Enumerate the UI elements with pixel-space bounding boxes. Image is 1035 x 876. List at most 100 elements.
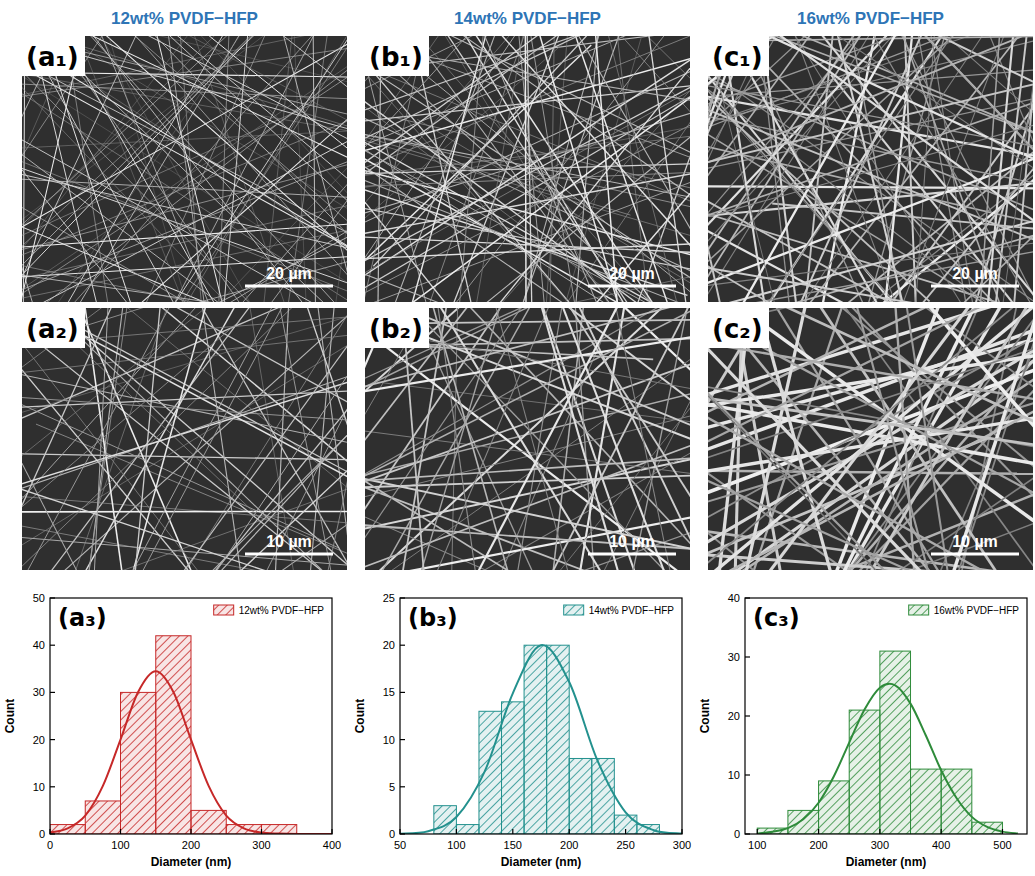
fiber xyxy=(708,36,1033,302)
x-tick xyxy=(569,829,570,834)
panel-label: (c₁) xyxy=(712,42,763,72)
fiber xyxy=(752,36,1033,234)
fiber xyxy=(469,36,624,302)
fiber xyxy=(708,36,828,302)
fiber xyxy=(22,308,347,560)
x-tick xyxy=(49,829,50,834)
x-tick-label: 250 xyxy=(616,839,634,851)
fiber xyxy=(365,36,690,302)
fiber xyxy=(365,52,690,302)
fiber xyxy=(22,36,347,201)
x-tick-label: 300 xyxy=(673,839,691,851)
fiber xyxy=(365,36,690,302)
y-tick xyxy=(400,645,405,646)
panel-label: (b₁) xyxy=(369,42,423,72)
fiber xyxy=(365,62,690,302)
fiber xyxy=(872,308,958,570)
y-tick xyxy=(400,692,405,693)
fiber xyxy=(708,36,855,302)
fiber xyxy=(365,308,690,444)
bar xyxy=(456,825,479,834)
fit-line xyxy=(757,684,1018,834)
fiber xyxy=(269,308,305,570)
fiber xyxy=(365,36,690,295)
x-axis-title: Diameter (nm) xyxy=(151,855,232,869)
legend-swatch xyxy=(909,605,929,615)
fiber xyxy=(22,314,347,461)
fiber xyxy=(479,308,690,570)
scale-bar xyxy=(588,553,676,556)
fiber xyxy=(443,308,669,570)
histogram: 501001502002503000510152025Diameter (nm)… xyxy=(353,592,691,869)
legend: 16wt% PVDF−HFP xyxy=(909,605,1020,616)
fiber xyxy=(365,372,690,570)
fiber xyxy=(549,308,690,570)
fiber xyxy=(708,365,1033,504)
y-tick-label: 25 xyxy=(383,592,395,604)
fiber xyxy=(365,36,690,302)
bar xyxy=(592,758,615,834)
fiber xyxy=(708,308,1033,570)
fiber xyxy=(22,36,347,269)
x-tick-label: 100 xyxy=(111,839,129,851)
fiber xyxy=(22,308,347,570)
y-axis-title: Count xyxy=(698,699,712,734)
y-tick xyxy=(745,715,750,716)
y-tick-label: 20 xyxy=(383,639,395,651)
fiber xyxy=(365,218,690,302)
fiber xyxy=(22,308,347,570)
y-tick xyxy=(745,833,750,834)
fiber xyxy=(708,36,1033,189)
scale-bar-label: 10 µm xyxy=(266,533,312,550)
fiber xyxy=(22,36,137,302)
fiber xyxy=(22,308,347,570)
panel-label: (c₃) xyxy=(753,604,800,632)
y-tick-label: 0 xyxy=(39,828,45,840)
fiber xyxy=(439,36,690,302)
sem-image xyxy=(708,308,1033,570)
legend-swatch xyxy=(214,605,234,615)
fiber xyxy=(22,308,347,570)
fiber xyxy=(708,362,1033,503)
legend-label: 16wt% PVDF−HFP xyxy=(934,605,1020,616)
plot-area xyxy=(50,636,332,834)
fiber xyxy=(365,36,690,302)
fiber xyxy=(22,36,347,302)
bar xyxy=(121,692,156,834)
y-tick xyxy=(745,656,750,657)
scale-bar xyxy=(245,285,333,288)
fiber xyxy=(22,511,347,512)
column-title: 12wt% PVDF−HFP xyxy=(111,9,258,28)
fiber xyxy=(708,36,1033,302)
y-tick xyxy=(50,645,55,646)
fiber xyxy=(493,308,616,570)
y-tick xyxy=(50,786,55,787)
fiber xyxy=(365,36,690,302)
fiber xyxy=(22,308,347,537)
y-tick-label: 30 xyxy=(33,686,45,698)
y-tick xyxy=(50,833,55,834)
bar xyxy=(819,781,850,834)
y-tick-label: 0 xyxy=(389,828,395,840)
x-tick-label: 500 xyxy=(993,839,1011,851)
fiber xyxy=(708,36,1033,302)
panel-label: (c₂) xyxy=(712,314,763,344)
fiber xyxy=(22,235,347,302)
fiber xyxy=(365,188,690,302)
fiber xyxy=(22,308,347,438)
y-tick-label: 40 xyxy=(33,639,45,651)
bar xyxy=(85,801,120,834)
fiber xyxy=(708,341,1033,570)
fiber xyxy=(708,36,1017,144)
x-tick xyxy=(261,829,262,834)
panel-label: (b₃) xyxy=(408,604,458,632)
scale-bar-label: 20 µm xyxy=(266,265,312,282)
x-tick-label: 200 xyxy=(182,839,200,851)
fiber xyxy=(708,187,1033,302)
x-axis-title: Diameter (nm) xyxy=(501,855,582,869)
y-tick-label: 10 xyxy=(728,769,740,781)
bar xyxy=(637,825,660,834)
bar xyxy=(156,636,191,834)
fiber xyxy=(171,308,287,570)
x-tick xyxy=(331,829,332,834)
